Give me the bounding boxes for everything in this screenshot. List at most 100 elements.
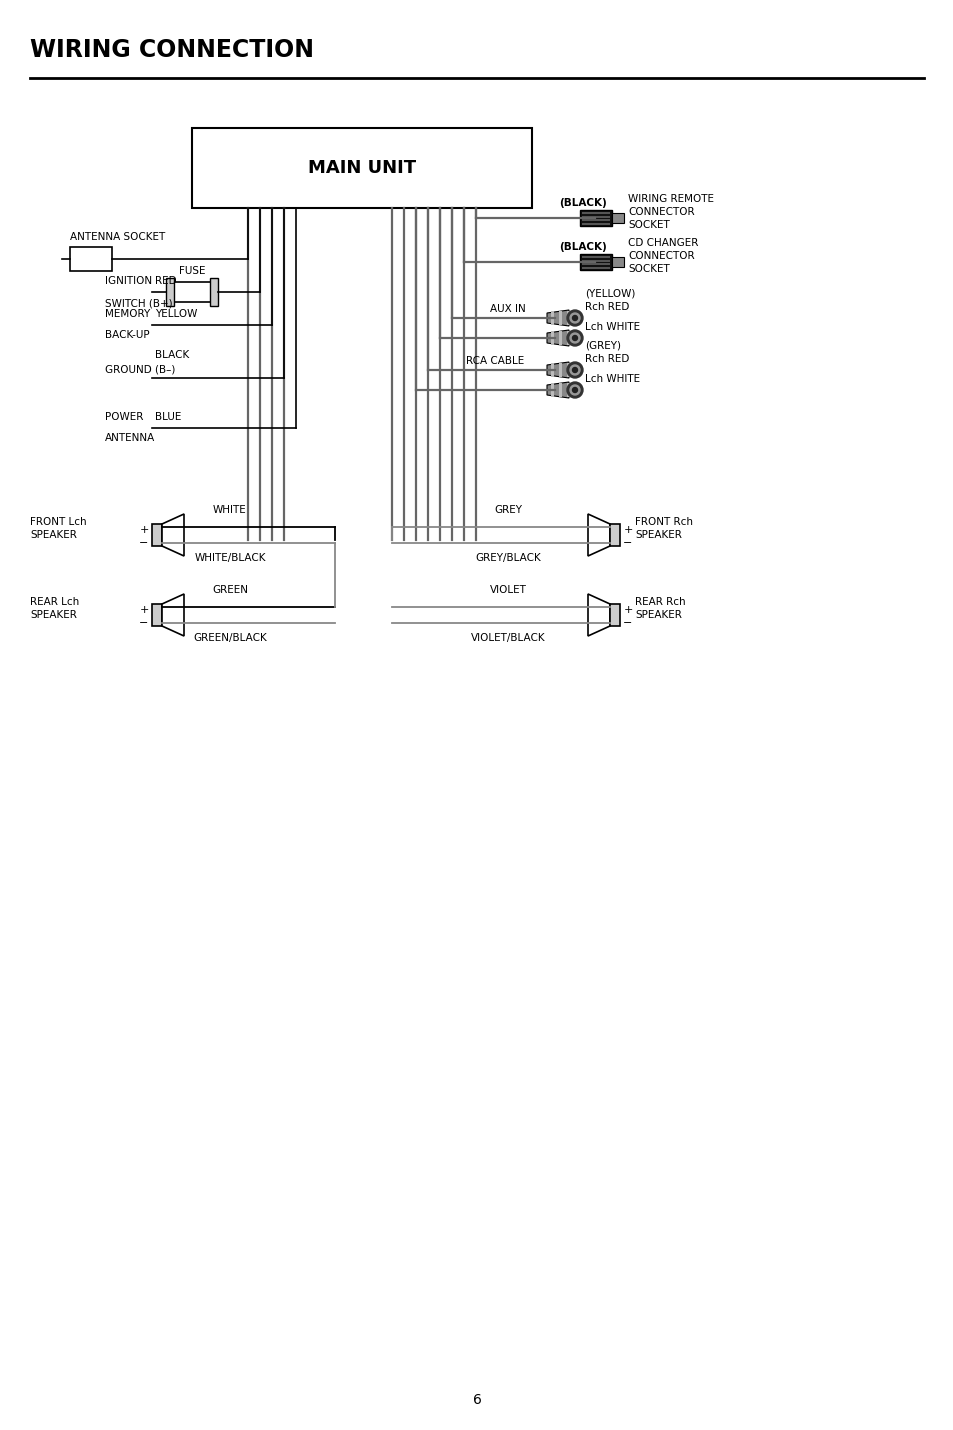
Text: CONNECTOR: CONNECTOR xyxy=(627,207,694,217)
Bar xyxy=(581,223,609,225)
Polygon shape xyxy=(162,593,184,636)
Text: Lch WHITE: Lch WHITE xyxy=(584,375,639,385)
Text: WIRING REMOTE: WIRING REMOTE xyxy=(627,194,713,204)
Bar xyxy=(581,212,609,214)
Text: (YELLOW): (YELLOW) xyxy=(584,287,635,297)
Circle shape xyxy=(572,368,577,372)
Polygon shape xyxy=(546,310,568,326)
Text: SWITCH (B+): SWITCH (B+) xyxy=(105,297,172,307)
Text: GREEN: GREEN xyxy=(212,585,248,595)
Text: RED: RED xyxy=(154,276,176,286)
Text: AUX IN: AUX IN xyxy=(490,305,525,315)
Text: RCA CABLE: RCA CABLE xyxy=(465,356,524,366)
Bar xyxy=(551,330,554,345)
Text: ANTENNA: ANTENNA xyxy=(105,433,155,443)
Bar xyxy=(551,383,554,398)
Polygon shape xyxy=(162,513,184,556)
Bar xyxy=(558,363,561,378)
Polygon shape xyxy=(546,382,568,398)
Text: MEMORY: MEMORY xyxy=(105,309,150,319)
Bar xyxy=(579,255,612,270)
Bar xyxy=(581,256,609,257)
Text: YELLOW: YELLOW xyxy=(154,309,197,319)
Bar xyxy=(152,603,162,626)
Text: FRONT Rch: FRONT Rch xyxy=(635,518,692,528)
Circle shape xyxy=(572,388,577,392)
Bar xyxy=(70,247,112,272)
Bar xyxy=(609,603,619,626)
Text: (BLACK): (BLACK) xyxy=(558,242,606,252)
Bar xyxy=(581,259,609,262)
Polygon shape xyxy=(546,330,568,346)
Polygon shape xyxy=(587,593,609,636)
Bar xyxy=(551,363,554,378)
Text: GROUND (B–): GROUND (B–) xyxy=(105,365,175,375)
Bar xyxy=(581,216,609,217)
Bar xyxy=(558,310,561,325)
Circle shape xyxy=(572,336,577,340)
Text: −: − xyxy=(622,618,632,628)
Text: CD CHANGER: CD CHANGER xyxy=(627,237,698,247)
Circle shape xyxy=(566,310,582,326)
Bar xyxy=(566,363,569,378)
Text: IGNITION: IGNITION xyxy=(105,276,152,286)
Bar xyxy=(558,383,561,398)
Circle shape xyxy=(572,316,577,320)
Text: WHITE/BLACK: WHITE/BLACK xyxy=(194,553,266,563)
Text: FRONT Lch: FRONT Lch xyxy=(30,518,87,528)
Circle shape xyxy=(569,385,579,395)
Text: BACK-UP: BACK-UP xyxy=(105,330,150,340)
Text: WIRING CONNECTION: WIRING CONNECTION xyxy=(30,39,314,61)
Text: Lch WHITE: Lch WHITE xyxy=(584,322,639,332)
Text: SPEAKER: SPEAKER xyxy=(635,531,681,541)
Text: FUSE: FUSE xyxy=(178,266,205,276)
Bar xyxy=(581,263,609,265)
Circle shape xyxy=(569,333,579,343)
Polygon shape xyxy=(587,513,609,556)
Text: GREY/BLACK: GREY/BLACK xyxy=(475,553,540,563)
Text: REAR Rch: REAR Rch xyxy=(635,596,685,606)
Bar xyxy=(558,330,561,345)
Text: SPEAKER: SPEAKER xyxy=(30,611,77,621)
Circle shape xyxy=(566,330,582,346)
Text: 6: 6 xyxy=(472,1393,481,1407)
Text: SOCKET: SOCKET xyxy=(627,220,669,230)
Circle shape xyxy=(569,365,579,375)
Text: +: + xyxy=(622,525,632,535)
Text: +: + xyxy=(622,605,632,615)
Text: BLUE: BLUE xyxy=(154,412,181,422)
Bar xyxy=(612,213,623,223)
Text: Rch RED: Rch RED xyxy=(584,355,629,365)
Bar xyxy=(581,266,609,269)
Bar xyxy=(551,310,554,325)
Text: (GREY): (GREY) xyxy=(584,340,620,350)
Bar xyxy=(170,282,213,302)
Text: +: + xyxy=(139,525,149,535)
Text: CONNECTOR: CONNECTOR xyxy=(627,252,694,262)
Circle shape xyxy=(569,313,579,323)
Text: +: + xyxy=(139,605,149,615)
Text: GREY: GREY xyxy=(494,505,521,515)
Text: BLACK: BLACK xyxy=(154,350,189,360)
Text: VIOLET: VIOLET xyxy=(489,585,526,595)
Text: VIOLET/BLACK: VIOLET/BLACK xyxy=(470,633,545,644)
Text: −: − xyxy=(139,618,149,628)
Bar xyxy=(579,210,612,226)
Text: MAIN UNIT: MAIN UNIT xyxy=(308,159,416,177)
Text: (BLACK): (BLACK) xyxy=(558,197,606,207)
Bar xyxy=(566,310,569,325)
Polygon shape xyxy=(546,362,568,378)
Bar xyxy=(166,277,173,306)
Text: −: − xyxy=(139,538,149,548)
Bar xyxy=(581,219,609,222)
Bar xyxy=(152,523,162,546)
Text: SPEAKER: SPEAKER xyxy=(30,531,77,541)
Text: REAR Lch: REAR Lch xyxy=(30,596,79,606)
Circle shape xyxy=(566,382,582,398)
Text: Rch RED: Rch RED xyxy=(584,302,629,312)
Bar xyxy=(566,330,569,345)
Bar xyxy=(566,383,569,398)
Text: GREEN/BLACK: GREEN/BLACK xyxy=(193,633,267,644)
Circle shape xyxy=(566,362,582,378)
Text: −: − xyxy=(622,538,632,548)
